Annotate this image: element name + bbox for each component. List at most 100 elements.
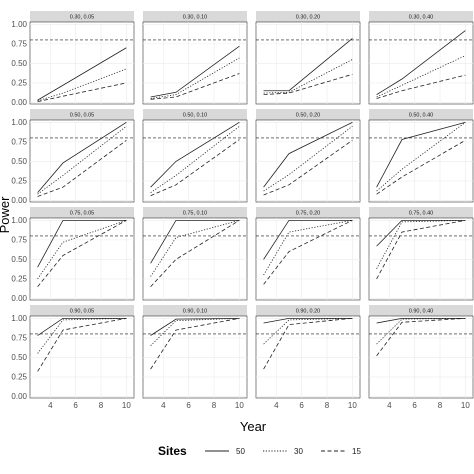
series-line-15 (263, 317, 353, 370)
facet-strip (30, 11, 134, 22)
series-line-15 (150, 73, 240, 100)
y-tick-label: 0.25 (11, 177, 27, 186)
series-line-50 (150, 45, 240, 98)
series-line-30 (263, 59, 353, 94)
facet-strip (369, 305, 473, 316)
facet-strip-label: 0.50, 0.20 (296, 113, 320, 119)
y-tick-label: 0.00 (11, 98, 27, 107)
facet-panel: 0.50, 0.20 (255, 109, 361, 203)
facet-panel: 0.90, 0.40 (368, 305, 474, 399)
series-line-15 (263, 219, 353, 285)
series-line-30 (150, 219, 240, 277)
series-line-15 (376, 139, 466, 195)
facet-strip-label: 0.90, 0.20 (296, 309, 320, 315)
x-tick-label: 6 (299, 401, 304, 410)
y-tick-label: 0.25 (11, 79, 27, 88)
panel-background (368, 315, 474, 399)
panel-background (255, 217, 361, 301)
y-tick-label: 0.75 (11, 138, 27, 147)
facet-strip-label: 0.50, 0.05 (70, 113, 94, 119)
panel-grid (30, 120, 134, 202)
x-tick-label: 4 (161, 401, 166, 410)
facet-panel: 0.90, 0.20 (255, 305, 361, 399)
x-tick-labels: 4 6 8 10 4 6 8 10 4 6 8 10 4 6 8 10 (48, 401, 470, 410)
facet-strip (30, 109, 134, 120)
x-tick-label: 6 (73, 401, 78, 410)
panel-background (29, 315, 135, 399)
y-tick-label: 1.00 (11, 314, 27, 323)
legend-entries: 50 30 15 (205, 447, 361, 456)
series-line-15 (37, 82, 127, 103)
series-line-50 (263, 38, 353, 92)
facet-strip-label: 0.75, 0.10 (183, 211, 207, 217)
series-line-30 (37, 317, 127, 354)
x-tick-label: 10 (348, 401, 357, 410)
y-tick-label: 0.50 (11, 353, 27, 362)
facet-strip-label: 0.30, 0.40 (409, 15, 433, 21)
facet-strip (256, 207, 360, 218)
x-tick-label: 10 (235, 401, 244, 410)
series-line-50 (150, 317, 240, 336)
series-line-15 (37, 317, 127, 372)
facet-panel: 0.90, 0.05 (29, 305, 135, 399)
series-line-50 (37, 122, 127, 193)
panel-background (29, 119, 135, 203)
facet-strip-label: 0.75, 0.05 (70, 211, 94, 217)
series-line-15 (150, 317, 240, 370)
x-tick-label: 8 (325, 401, 330, 410)
facet-strip-label: 0.30, 0.20 (296, 15, 320, 21)
x-tick-label: 4 (274, 401, 279, 410)
series-line-30 (37, 219, 127, 280)
panel-background (142, 217, 248, 301)
panel-background (29, 21, 135, 105)
facet-strip-label: 0.90, 0.10 (183, 309, 207, 315)
series-line-15 (376, 219, 466, 280)
facet-strip (369, 207, 473, 218)
series-line-50 (376, 30, 466, 95)
series-line-15 (263, 73, 353, 96)
facet-strip-label: 0.30, 0.10 (183, 15, 207, 21)
panel-background (29, 217, 135, 301)
facet-panel: 0.75, 0.40 (368, 207, 474, 301)
facet-strip (30, 207, 134, 218)
y-tick-label: 1.00 (11, 118, 27, 127)
series-line-50 (263, 121, 353, 188)
legend: Sites 50 30 15 (158, 444, 361, 458)
series-line-15 (376, 74, 466, 99)
facet-panel: 0.50, 0.05 (29, 109, 135, 203)
x-tick-label: 4 (48, 401, 53, 410)
series-line-50 (150, 219, 240, 264)
facet-panel: 0.30, 0.20 (255, 11, 361, 105)
series-line-15 (376, 317, 466, 357)
series-line-30 (376, 317, 466, 345)
y-tick-label: 1.00 (11, 216, 27, 225)
series-line-50 (263, 317, 353, 324)
x-axis-title: Year (240, 419, 267, 434)
facet-strip-label: 0.30, 0.05 (70, 15, 94, 21)
facet-strip-label: 0.90, 0.05 (70, 309, 94, 315)
facet-panel: 0.30, 0.10 (142, 11, 248, 105)
series-line-30 (37, 68, 127, 102)
y-tick-label: 0.00 (11, 294, 27, 303)
legend-label-30: 30 (294, 447, 303, 456)
y-tick-label: 0.50 (11, 157, 27, 166)
x-tick-label: 10 (461, 401, 470, 410)
panel-grid (30, 22, 134, 104)
panel-background (368, 217, 474, 301)
series-line-30 (376, 219, 466, 269)
facet-strip (30, 305, 134, 316)
series-line-15 (37, 219, 127, 287)
facet-panel: 0.75, 0.10 (142, 207, 248, 301)
facet-strip (369, 11, 473, 22)
y-tick-label: 0.75 (11, 334, 27, 343)
series-line-50 (376, 317, 466, 324)
x-tick-label: 4 (387, 401, 392, 410)
series-line-50 (376, 121, 466, 188)
panel-grid (369, 120, 473, 202)
y-tick-labels: 0.00 0.25 0.50 0.75 1.00 0.00 0.25 0.50 0.75 1.00… (11, 20, 27, 401)
x-tick-label: 6 (412, 401, 417, 410)
legend-title: Sites (158, 444, 187, 458)
facet-strip (256, 305, 360, 316)
facet-panel: 0.50, 0.10 (142, 109, 248, 203)
